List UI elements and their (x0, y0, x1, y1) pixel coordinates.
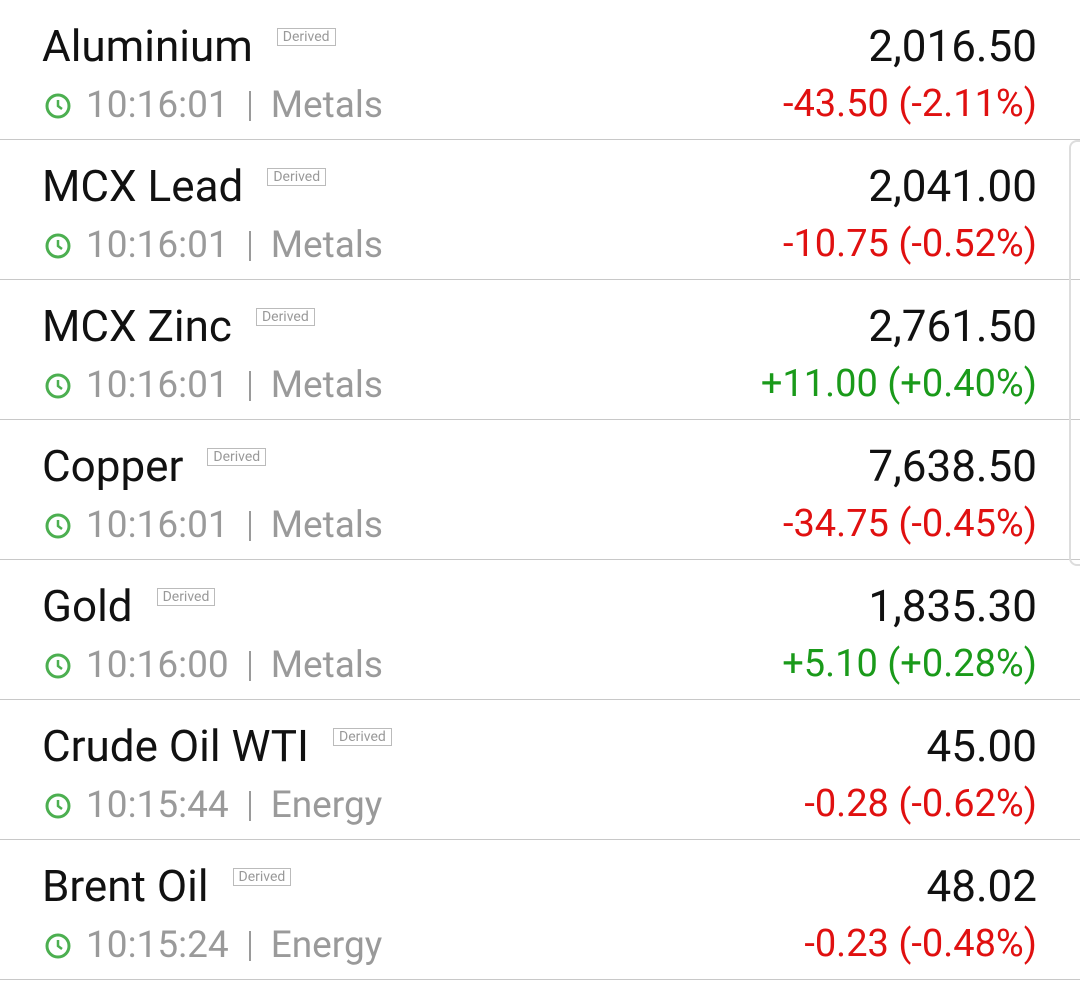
derived-badge: Derived (276, 28, 336, 46)
price: 48.02 (926, 860, 1037, 912)
instrument: Crude Oil WTI Derived (42, 720, 392, 772)
change: +11.00 (+0.40%) (760, 362, 1037, 406)
time: 10:15:24 (86, 924, 229, 967)
quote-row[interactable]: Crude Oil WTI Derived 10:15:44 Energy 45.00 -… (0, 700, 1080, 840)
price: 2,041.00 (868, 160, 1037, 212)
quote-row[interactable]: Copper Derived 10:16:01 Metals 7,638.50 -34.7… (0, 420, 1080, 560)
price: 2,761.50 (868, 300, 1037, 352)
instrument-name: MCX Lead (42, 160, 244, 212)
derived-badge: Derived (207, 448, 267, 466)
separator (248, 370, 251, 401)
instrument-name: Brent Oil (42, 860, 209, 912)
separator (248, 790, 251, 821)
change: -34.75 (-0.45%) (782, 502, 1037, 546)
category: Energy (270, 924, 383, 967)
meta-line: 10:16:01 Metals (44, 84, 383, 127)
quote-row[interactable]: MCX Lead Derived 10:16:01 Metals 2,041.00 -10… (0, 140, 1080, 280)
instrument-name: MCX Zinc (42, 300, 232, 352)
time: 10:16:01 (86, 224, 229, 267)
category: Metals (270, 84, 383, 127)
category: Energy (270, 784, 383, 827)
meta-line: 10:16:01 Metals (44, 224, 383, 267)
clock-icon (45, 93, 71, 118)
instrument: Brent Oil Derived (42, 860, 292, 912)
meta-line: 10:16:01 Metals (44, 364, 383, 407)
clock-icon (45, 933, 71, 958)
instrument-name: Crude Oil WTI (42, 720, 310, 772)
separator (248, 230, 251, 261)
meta-line: 10:16:01 Metals (44, 504, 383, 547)
time: 10:15:44 (86, 784, 229, 827)
change: -10.75 (-0.52%) (782, 222, 1037, 266)
meta-line: 10:15:24 Energy (44, 924, 382, 967)
category: Metals (270, 364, 383, 407)
clock-icon (45, 513, 71, 538)
change: -0.23 (-0.48%) (804, 922, 1037, 966)
category: Metals (270, 504, 383, 547)
change: +5.10 (+0.28%) (782, 642, 1037, 686)
instrument: MCX Lead Derived (42, 160, 327, 212)
clock-icon (45, 653, 71, 678)
scrollbar (1069, 140, 1080, 566)
time: 10:16:01 (86, 364, 229, 407)
quote-row[interactable]: Aluminium Derived 10:16:01 Metals 2,016.50 -4… (0, 0, 1080, 140)
clock-icon (45, 233, 71, 258)
quote-row[interactable]: Gold Derived 10:16:00 Metals 1,835.30 +5.10 (… (0, 560, 1080, 700)
separator (248, 930, 251, 961)
clock-icon (45, 793, 71, 818)
price: 45.00 (926, 720, 1037, 772)
change: -0.28 (-0.62%) (804, 782, 1037, 826)
instrument: Aluminium Derived (42, 20, 336, 72)
time: 10:16:01 (86, 84, 229, 127)
instrument-name: Aluminium (42, 20, 253, 72)
category: Metals (270, 224, 383, 267)
meta-line: 10:16:00 Metals (44, 644, 383, 687)
category: Metals (270, 644, 383, 687)
price: 2,016.50 (868, 20, 1037, 72)
quote-row[interactable]: MCX Zinc Derived 10:16:01 Metals 2,761.50 +11… (0, 280, 1080, 420)
quote-row[interactable]: Brent Oil Derived 10:15:24 Energy 48.02 -0.23… (0, 840, 1080, 980)
time: 10:16:00 (86, 644, 229, 687)
price: 1,835.30 (868, 580, 1037, 632)
change: -43.50 (-2.11%) (782, 82, 1037, 126)
derived-badge: Derived (156, 588, 216, 606)
price: 7,638.50 (868, 440, 1037, 492)
derived-badge: Derived (267, 168, 327, 186)
derived-badge: Derived (255, 308, 315, 326)
instrument: MCX Zinc Derived (42, 300, 315, 352)
instrument-name: Gold (42, 580, 133, 632)
separator (248, 90, 251, 121)
derived-badge: Derived (333, 728, 392, 746)
separator (248, 510, 251, 541)
instrument: Copper Derived (42, 440, 267, 492)
meta-line: 10:15:44 Energy (44, 784, 382, 827)
clock-icon (45, 373, 71, 398)
derived-badge: Derived (232, 868, 292, 886)
time: 10:16:01 (86, 504, 229, 547)
separator (248, 650, 251, 681)
instrument: Gold Derived (42, 580, 216, 632)
instrument-name: Copper (42, 440, 184, 492)
